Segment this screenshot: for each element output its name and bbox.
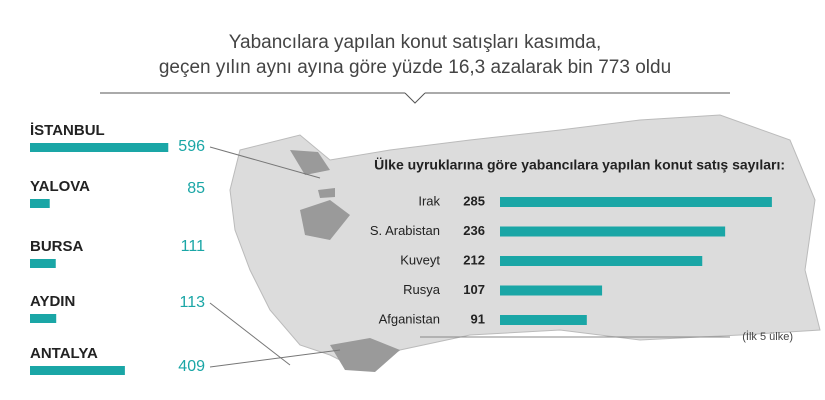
category-label: Kuveyt (400, 252, 440, 267)
category-label: YALOVA (30, 178, 90, 195)
leader-line (209, 302, 291, 366)
category-label: BURSA (30, 238, 84, 255)
map (229, 114, 821, 371)
category-label: ANTALYA (30, 345, 98, 362)
istanbul-region (290, 150, 330, 175)
value-label: 236 (463, 223, 485, 238)
value-label: 85 (187, 180, 205, 197)
note: (İlk 5 ülke) (742, 330, 793, 343)
value-label: 107 (463, 282, 485, 297)
bar (500, 197, 772, 207)
bar (30, 199, 50, 208)
bar (30, 143, 169, 152)
bar (500, 315, 587, 325)
yalova-region (318, 188, 335, 198)
category-label: S. Arabistan (370, 223, 440, 238)
category-label: Irak (418, 193, 440, 208)
headline: Yabancılara yapılan konut satışları kası… (229, 32, 601, 53)
chart-title: Ülke uyruklarına göre yabancılara yapıla… (374, 157, 785, 173)
value-label: 91 (471, 311, 485, 326)
bar (30, 366, 125, 375)
bar (30, 314, 57, 323)
leader-line (209, 349, 341, 368)
headline: geçen yılın aynı ayına göre yüzde 16,3 a… (159, 57, 671, 78)
value-label: 212 (463, 252, 485, 267)
category-label: Rusya (403, 282, 441, 297)
value-label: 409 (178, 358, 205, 375)
antalya-region (330, 338, 400, 372)
chevron (404, 92, 426, 104)
value-label: 111 (181, 238, 205, 255)
category-label: Afganistan (379, 311, 440, 326)
value-label: 596 (178, 138, 205, 155)
leader-line (209, 146, 321, 179)
value-label: 285 (463, 193, 485, 208)
category-label: AYDIN (30, 293, 75, 310)
bar (30, 259, 56, 268)
bar (500, 226, 726, 237)
value-label: 113 (179, 294, 205, 311)
bar (500, 256, 703, 266)
category-label: İSTANBUL (30, 122, 105, 139)
bursa-region (300, 200, 350, 240)
bar (500, 285, 603, 296)
